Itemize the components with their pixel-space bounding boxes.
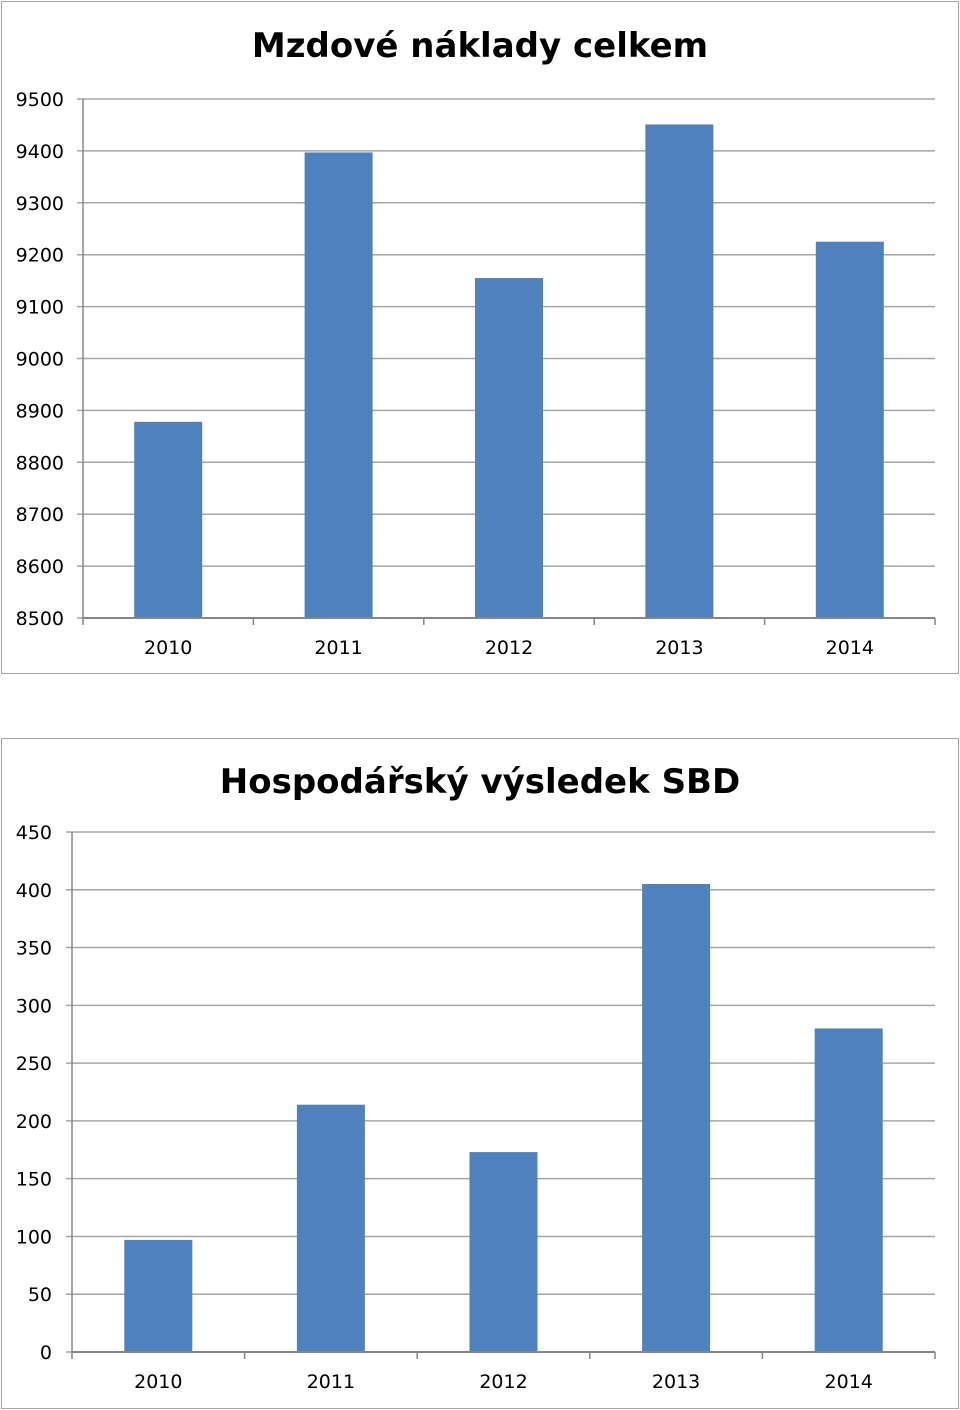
y-tick-label: 8600 [16, 556, 64, 578]
wage-costs-chart: Mzdové náklady celkem 8500 8600 8700 8800 89… [1, 1, 959, 674]
y-tick-label: 9300 [16, 193, 64, 215]
y-tick-label: 8700 [16, 504, 64, 526]
x-tick-label: 2011 [314, 637, 362, 659]
y-tick-label: 9100 [16, 297, 64, 319]
x-tick-label: 2012 [485, 637, 533, 659]
y-tick-label: 9400 [16, 141, 64, 163]
chart-title: Mzdové náklady celkem [251, 26, 709, 66]
y-tick-label: 9200 [16, 245, 64, 267]
y-tick-label: 250 [16, 1053, 52, 1075]
y-tick-label: 100 [16, 1226, 52, 1248]
y-tick-label: 350 [16, 938, 52, 960]
bar-2014 [815, 241, 884, 618]
bar-2011 [296, 1104, 365, 1352]
x-tick-label: 2011 [307, 1371, 355, 1393]
bar-2010 [124, 1239, 193, 1352]
y-tick-label: 8900 [16, 400, 64, 422]
x-tick-label: 2010 [144, 637, 192, 659]
y-tick-label: 450 [16, 822, 52, 844]
x-tick-label: 2012 [479, 1371, 527, 1393]
economic-result-chart: Hospodářský výsledek SBD 0 50 100 150 200 250… [1, 738, 959, 1409]
x-tick-label: 2014 [825, 1371, 873, 1393]
x-tick-label: 2013 [652, 1371, 700, 1393]
bar-2014 [814, 1028, 883, 1352]
y-tick-label: 300 [16, 995, 52, 1017]
bar-2012 [469, 1152, 538, 1352]
y-tick-label: 0 [40, 1342, 52, 1364]
x-tick-label: 2014 [826, 637, 874, 659]
y-tick-label: 8800 [16, 452, 64, 474]
x-tick-label: 2013 [655, 637, 703, 659]
chart-title: Hospodářský výsledek SBD [219, 762, 741, 802]
x-tick-label: 2010 [134, 1371, 182, 1393]
bar-2011 [304, 152, 373, 618]
bar-2010 [134, 421, 203, 618]
y-tick-label: 150 [16, 1169, 52, 1191]
y-tick-label: 50 [28, 1284, 52, 1306]
economic-result-plot: 0 50 100 150 200 250 300 350 400 450 2010 2011 2012 2… [16, 822, 936, 1393]
y-tick-label: 9500 [16, 89, 64, 111]
bar-2013 [645, 124, 714, 618]
y-tick-label: 200 [16, 1111, 52, 1133]
bar-2013 [642, 884, 711, 1352]
bar-2012 [475, 278, 543, 618]
y-tick-label: 9000 [16, 349, 64, 371]
wage-costs-plot: 8500 8600 8700 8800 8900 9000 9100 9200 9300 9400… [16, 89, 936, 659]
y-tick-label: 8500 [16, 608, 64, 630]
y-tick-label: 400 [16, 880, 52, 902]
